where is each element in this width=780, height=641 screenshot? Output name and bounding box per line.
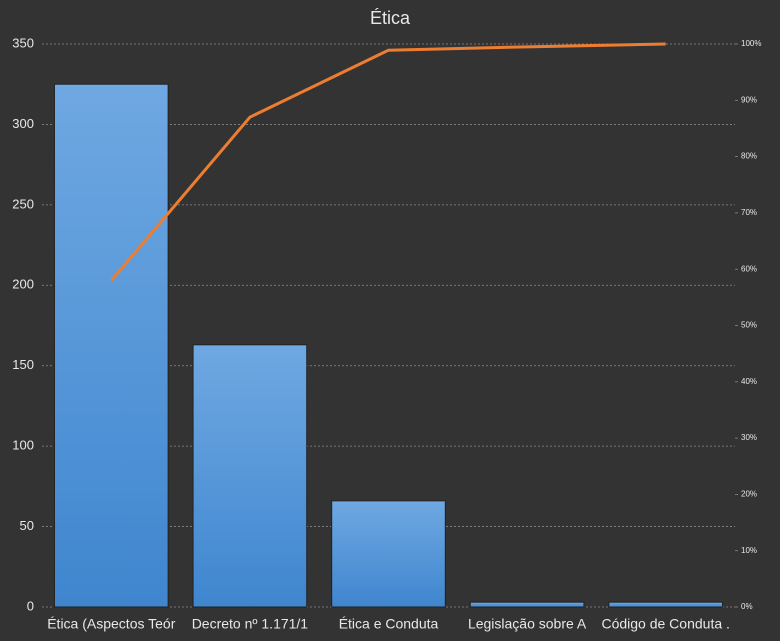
cumulative-line	[110, 42, 666, 282]
bar	[469, 601, 585, 608]
y-tick-label: 350	[12, 35, 34, 50]
y-tick-label: 50	[20, 518, 34, 533]
y2-tick-label: 0%	[741, 602, 753, 611]
x-tick-label: Decreto nº 1.171/1	[192, 616, 309, 632]
y2-tick-label: 20%	[741, 490, 757, 499]
y2-tick-label: 50%	[741, 321, 757, 330]
y-tick-label: 200	[12, 277, 34, 292]
y2-tick-label: 70%	[741, 208, 757, 217]
chart-title: Ética	[370, 8, 411, 28]
y2-tick-label: 80%	[741, 152, 757, 161]
y2-tick-label: 100%	[741, 39, 761, 48]
x-tick-label: Legislação sobre A	[468, 616, 587, 632]
y-tick-label: 250	[12, 196, 34, 211]
y2-tick-label: 90%	[741, 95, 757, 104]
bar	[331, 500, 446, 608]
bar	[53, 83, 169, 608]
y-tick-label: 100	[12, 438, 34, 453]
bar	[608, 601, 724, 608]
y-tick-label: 150	[12, 357, 34, 372]
bar	[192, 344, 308, 608]
y-tick-label: 0	[27, 598, 34, 613]
x-tick-label: Ética e Conduta	[339, 616, 439, 632]
y-tick-label: 300	[12, 116, 34, 131]
y2-tick-label: 30%	[741, 433, 757, 442]
x-tick-label: Ética (Aspectos Teór	[47, 616, 175, 632]
y2-tick-label: 40%	[741, 377, 757, 386]
y2-tick-label: 10%	[741, 546, 757, 555]
y2-tick-label: 60%	[741, 264, 757, 273]
x-tick-label: Código de Conduta .	[601, 616, 729, 632]
